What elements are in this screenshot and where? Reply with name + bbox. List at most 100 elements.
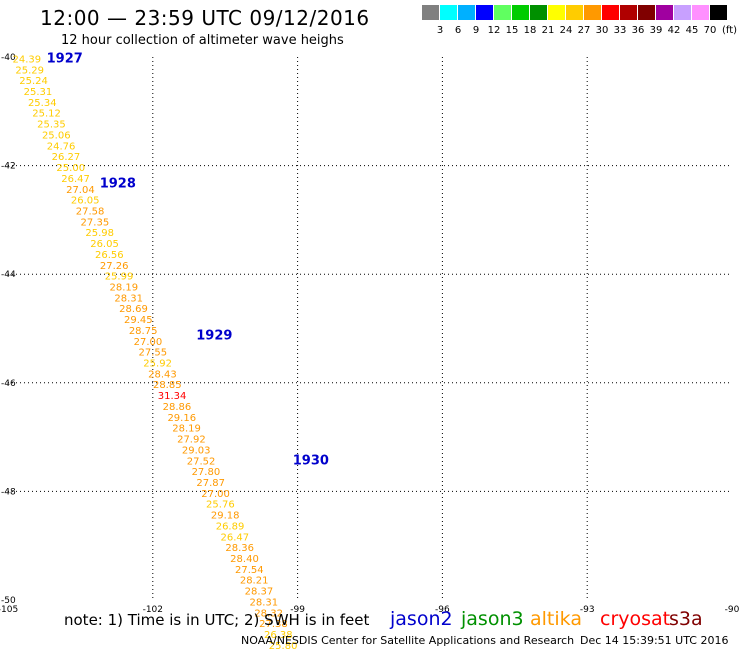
swh-value: 25.98: [85, 228, 114, 239]
legend-item-jason2: jason2: [390, 608, 453, 630]
colorbar-swatch: [638, 5, 656, 20]
colorbar-swatch: [620, 5, 638, 20]
swh-value: 28.19: [172, 424, 201, 435]
swh-value: 25.80: [269, 641, 298, 650]
swh-value: 28.86: [163, 402, 192, 413]
swh-value: 27.52: [187, 456, 216, 467]
swh-value: 25.92: [143, 359, 172, 370]
colorbar-label: 36: [631, 25, 645, 36]
swh-value: 29.45: [124, 315, 153, 326]
colorbar-label: 12: [487, 25, 501, 36]
swh-value: 27.87: [196, 478, 225, 489]
latitude-tick-label: -42: [1, 162, 16, 172]
colorbar-label: 70: [703, 25, 717, 36]
swh-value: 28.43: [148, 369, 177, 380]
swh-value: 26.27: [52, 152, 81, 163]
swh-value: 29.18: [211, 511, 240, 522]
colorbar-label: 27: [577, 25, 591, 36]
swh-value: 27.04: [66, 185, 95, 196]
swh-value: 26.47: [221, 532, 250, 543]
longitude-tick-label: -102: [143, 605, 163, 615]
latitude-tick-label: -40: [1, 53, 16, 63]
colorbar-label: 33: [613, 25, 627, 36]
swh-value: 25.00: [56, 163, 85, 174]
colorbar-label: 6: [454, 25, 462, 36]
longitude-tick-label: -105: [0, 605, 18, 615]
swh-value: 26.05: [71, 196, 100, 207]
latitude-tick-label: -50: [1, 596, 16, 606]
colorbar-swatch: [656, 5, 674, 20]
colorbar-label: 45: [685, 25, 699, 36]
colorbar-swatch: [566, 5, 584, 20]
swh-value: 26.89: [216, 521, 245, 532]
colorbar-swatch: [602, 5, 620, 20]
swh-value: 27.00: [134, 337, 163, 348]
legend-item-cryosat: cryosat: [600, 608, 671, 630]
legend-item-altika: altika: [530, 608, 582, 630]
longitude-tick-label: -90: [725, 605, 740, 615]
colorbar-label: 24: [559, 25, 573, 36]
longitude-tick-label: -93: [580, 605, 595, 615]
colorbar-label: 18: [523, 25, 537, 36]
latitude-tick-label: -48: [1, 487, 16, 497]
footnote: note: 1) Time is in UTC; 2) SWH is in fe…: [64, 611, 370, 629]
legend-item-s3a: s3a: [669, 608, 703, 630]
swh-value: 24.39: [13, 54, 42, 65]
swh-value: 27.58: [76, 206, 105, 217]
swh-value: 28.36: [225, 543, 254, 554]
colorbar-swatch: [674, 5, 692, 20]
time-label: 1930: [293, 453, 329, 468]
colorbar-swatch: [476, 5, 494, 20]
swh-value: 26.47: [61, 174, 90, 185]
swh-value: 27.55: [138, 348, 167, 359]
swh-value: 25.76: [206, 500, 235, 511]
map-title: 12:00 — 23:59 UTC 09/12/2016: [40, 6, 370, 30]
colorbar-label: 3: [436, 25, 444, 36]
swh-value: 24.76: [47, 141, 76, 152]
swh-value: 27.35: [81, 217, 110, 228]
footer-timestamp: Dec 14 15:39:51 UTC 2016: [580, 634, 729, 647]
map-grid: [8, 57, 732, 600]
swh-value: 28.85: [153, 380, 182, 391]
track-time-labels: 1927 1928 1929 1930: [47, 51, 329, 468]
colorbar-label: 15: [505, 25, 519, 36]
swh-value: 28.21: [240, 576, 269, 587]
swh-value: 26.05: [90, 239, 119, 250]
swh-value: 28.69: [119, 304, 148, 315]
colorbar-label: 42: [667, 25, 681, 36]
colorbar-swatch: [512, 5, 530, 20]
swh-value: 25.12: [32, 109, 61, 120]
latitude-tick-label: -44: [1, 270, 16, 280]
altimeter-track: 24.3925.2925.2425.3125.3425.1225.3525.06…: [13, 54, 298, 650]
colorbar-label: 9: [472, 25, 480, 36]
swh-value: 25.31: [24, 87, 53, 98]
swh-value: 27.80: [192, 467, 221, 478]
map-axis-ticks: -105 -102 -99 -96 -93 -90 -40 -42 -44 -46 -48 -50: [0, 53, 740, 615]
swh-value: 25.29: [15, 65, 44, 76]
colorbar-swatch: [422, 5, 440, 20]
colorbar-swatch: [692, 5, 710, 20]
colorbar-swatch: [458, 5, 476, 20]
map-subtitle: 12 hour collection of altimeter wave hei…: [61, 33, 344, 48]
longitude-tick-label: -99: [290, 605, 305, 615]
swh-value: 26.38: [264, 630, 293, 641]
latitude-tick-label: -46: [1, 379, 16, 389]
colorbar-swatch: [440, 5, 458, 20]
swh-value: 27.38: [259, 619, 288, 630]
swh-value: 29.16: [167, 413, 196, 424]
swh-value: 25.35: [37, 120, 66, 131]
colorbar-swatch: [548, 5, 566, 20]
colorbar-label: 39: [649, 25, 663, 36]
swh-value: 28.75: [129, 326, 158, 337]
swh-value: 27.54: [235, 565, 264, 576]
time-label: 1927: [47, 51, 83, 66]
colorbar-swatch: [710, 5, 728, 20]
time-label: 1929: [196, 328, 232, 343]
swh-value: 25.06: [42, 130, 71, 141]
time-label: 1928: [100, 176, 136, 191]
footer-credit: NOAA/NESDIS Center for Satellite Applica…: [241, 634, 575, 647]
swh-value: 28.37: [245, 587, 274, 598]
swh-value: 28.40: [230, 554, 259, 565]
swh-value: 25.24: [19, 76, 48, 87]
